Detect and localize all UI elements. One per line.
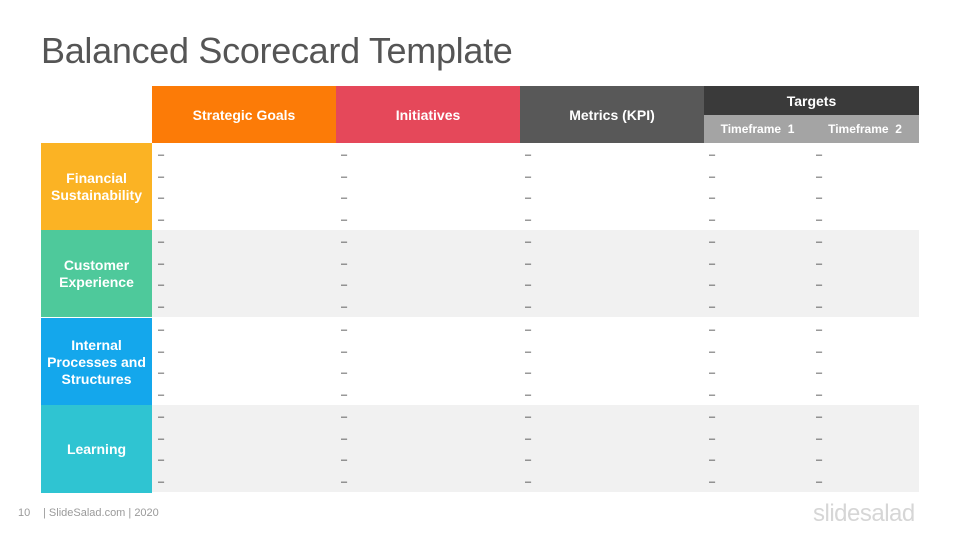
table-cell-dash: –: [709, 475, 716, 488]
table-cell-dash: –: [341, 236, 348, 248]
table-cell-dash: –: [158, 236, 165, 248]
table-cell-dash: –: [709, 324, 716, 336]
table-cell-dash: –: [709, 300, 716, 313]
table-cell-dash: –: [158, 149, 165, 161]
table-cell-dash: –: [525, 432, 532, 445]
row-background: [152, 318, 919, 405]
table-cell-dash: –: [341, 411, 348, 423]
header-initiatives: Initiatives: [336, 86, 520, 143]
table-cell-dash: –: [158, 367, 165, 379]
table-cell-dash: –: [525, 257, 532, 270]
table-cell-dash: –: [158, 257, 165, 270]
table-cell-dash: –: [341, 388, 348, 401]
table-cell-dash: –: [525, 279, 532, 291]
table-cell-dash: –: [816, 324, 823, 336]
subheader-timeframe-2: Timeframe 2: [811, 115, 919, 143]
table-cell-dash: –: [816, 149, 823, 161]
row-label-internal-processes: Internal Processes and Structures: [41, 318, 152, 406]
header-metrics-kpi: Metrics (KPI): [520, 86, 704, 143]
table-cell-dash: –: [525, 367, 532, 379]
table-cell-dash: –: [341, 475, 348, 488]
header-strategic-goals: Strategic Goals: [152, 86, 336, 143]
table-cell-dash: –: [709, 170, 716, 183]
table-cell-dash: –: [709, 257, 716, 270]
table-cell-dash: –: [816, 192, 823, 204]
table-cell-dash: –: [525, 475, 532, 488]
table-cell-dash: –: [816, 279, 823, 291]
table-cell-dash: –: [816, 367, 823, 379]
table-cell-dash: –: [709, 411, 716, 423]
table-cell-dash: –: [158, 300, 165, 313]
table-cell-dash: –: [525, 388, 532, 401]
table-cell-dash: –: [525, 324, 532, 336]
table-cell-dash: –: [158, 411, 165, 423]
table-cell-dash: –: [158, 170, 165, 183]
table-cell-dash: –: [341, 257, 348, 270]
subheader-timeframe-1: Timeframe 1: [704, 115, 811, 143]
table-cell-dash: –: [341, 432, 348, 445]
table-cell-dash: –: [341, 300, 348, 313]
row-background: [152, 230, 919, 317]
table-cell-dash: –: [816, 345, 823, 358]
table-cell-dash: –: [709, 367, 716, 379]
row-label-customer-experience: Customer Experience: [41, 230, 152, 317]
table-cell-dash: –: [709, 279, 716, 291]
table-cell-dash: –: [341, 454, 348, 466]
table-cell-dash: –: [525, 236, 532, 248]
table-cell-dash: –: [525, 192, 532, 204]
table-cell-dash: –: [709, 345, 716, 358]
table-cell-dash: –: [816, 388, 823, 401]
table-cell-dash: –: [709, 149, 716, 161]
table-cell-dash: –: [816, 236, 823, 248]
table-cell-dash: –: [525, 300, 532, 313]
table-cell-dash: –: [158, 454, 165, 466]
header-targets: Targets: [704, 86, 919, 115]
table-cell-dash: –: [525, 213, 532, 226]
table-cell-dash: –: [341, 170, 348, 183]
table-cell-dash: –: [158, 324, 165, 336]
table-cell-dash: –: [709, 213, 716, 226]
table-cell-dash: –: [525, 454, 532, 466]
table-cell-dash: –: [816, 213, 823, 226]
table-cell-dash: –: [709, 388, 716, 401]
table-cell-dash: –: [341, 345, 348, 358]
table-cell-dash: –: [709, 454, 716, 466]
table-cell-dash: –: [341, 213, 348, 226]
row-label-learning: Learning: [41, 405, 152, 493]
page-number: 10: [18, 507, 31, 519]
table-cell-dash: –: [816, 257, 823, 270]
table-cell-dash: –: [158, 432, 165, 445]
slide-title: Balanced Scorecard Template: [41, 30, 513, 71]
table-cell-dash: –: [816, 475, 823, 488]
table-cell-dash: –: [525, 345, 532, 358]
table-cell-dash: –: [816, 170, 823, 183]
table-cell-dash: –: [816, 454, 823, 466]
table-cell-dash: –: [158, 192, 165, 204]
footer-text: | SlideSalad.com | 2020: [43, 507, 159, 519]
table-cell-dash: –: [341, 192, 348, 204]
table-cell-dash: –: [709, 432, 716, 445]
table-cell-dash: –: [158, 213, 165, 226]
row-background: [152, 405, 919, 492]
table-cell-dash: –: [158, 475, 165, 488]
table-cell-dash: –: [816, 411, 823, 423]
row-background: [152, 143, 919, 230]
table-cell-dash: –: [709, 236, 716, 248]
table-cell-dash: –: [341, 367, 348, 379]
table-cell-dash: –: [341, 149, 348, 161]
table-cell-dash: –: [525, 411, 532, 423]
row-label-financial-sustainability: Financial Sustainability: [41, 143, 152, 230]
table-cell-dash: –: [341, 324, 348, 336]
table-cell-dash: –: [158, 279, 165, 291]
table-cell-dash: –: [525, 170, 532, 183]
table-cell-dash: –: [158, 388, 165, 401]
table-cell-dash: –: [709, 192, 716, 204]
slidesalad-logo: slidesalad: [813, 500, 915, 527]
table-cell-dash: –: [525, 149, 532, 161]
table-cell-dash: –: [158, 345, 165, 358]
table-cell-dash: –: [341, 279, 348, 291]
table-cell-dash: –: [816, 432, 823, 445]
table-cell-dash: –: [816, 300, 823, 313]
